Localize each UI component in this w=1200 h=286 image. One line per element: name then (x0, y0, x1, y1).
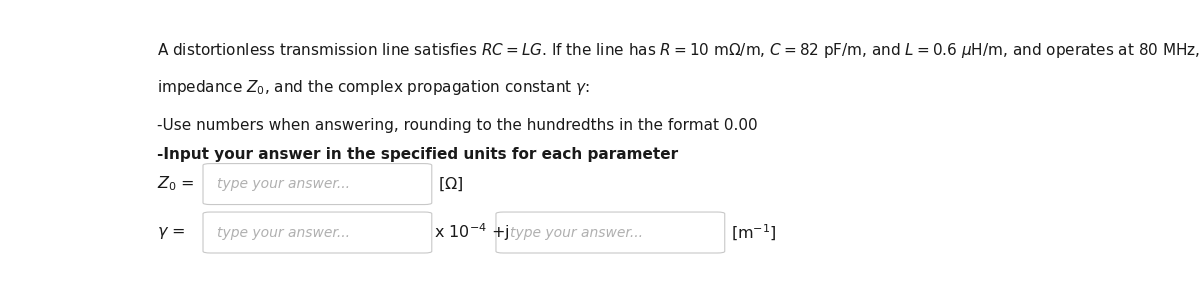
Text: -Input your answer in the specified units for each parameter: -Input your answer in the specified unit… (157, 147, 678, 162)
Text: type your answer...: type your answer... (217, 226, 350, 239)
Text: $\gamma$ =: $\gamma$ = (157, 225, 186, 241)
Text: -Use numbers when answering, rounding to the hundredths in the format 0.00: -Use numbers when answering, rounding to… (157, 118, 758, 133)
Text: $Z_0$ =: $Z_0$ = (157, 175, 196, 193)
Text: type your answer...: type your answer... (510, 226, 643, 239)
Text: impedance $Z_0$, and the complex propagation constant $\gamma$:: impedance $Z_0$, and the complex propaga… (157, 78, 590, 97)
Text: type your answer...: type your answer... (217, 177, 350, 191)
Text: [m$^{-1}$]: [m$^{-1}$] (731, 223, 778, 243)
FancyBboxPatch shape (203, 212, 432, 253)
Text: A distortionless transmission line satisfies $RC = LG$. If the line has $R = 10$: A distortionless transmission line satis… (157, 41, 1200, 60)
FancyBboxPatch shape (203, 164, 432, 204)
Text: [$\Omega$]: [$\Omega$] (438, 175, 463, 193)
FancyBboxPatch shape (496, 212, 725, 253)
Text: x 10$^{-4}$ +j: x 10$^{-4}$ +j (433, 222, 509, 243)
